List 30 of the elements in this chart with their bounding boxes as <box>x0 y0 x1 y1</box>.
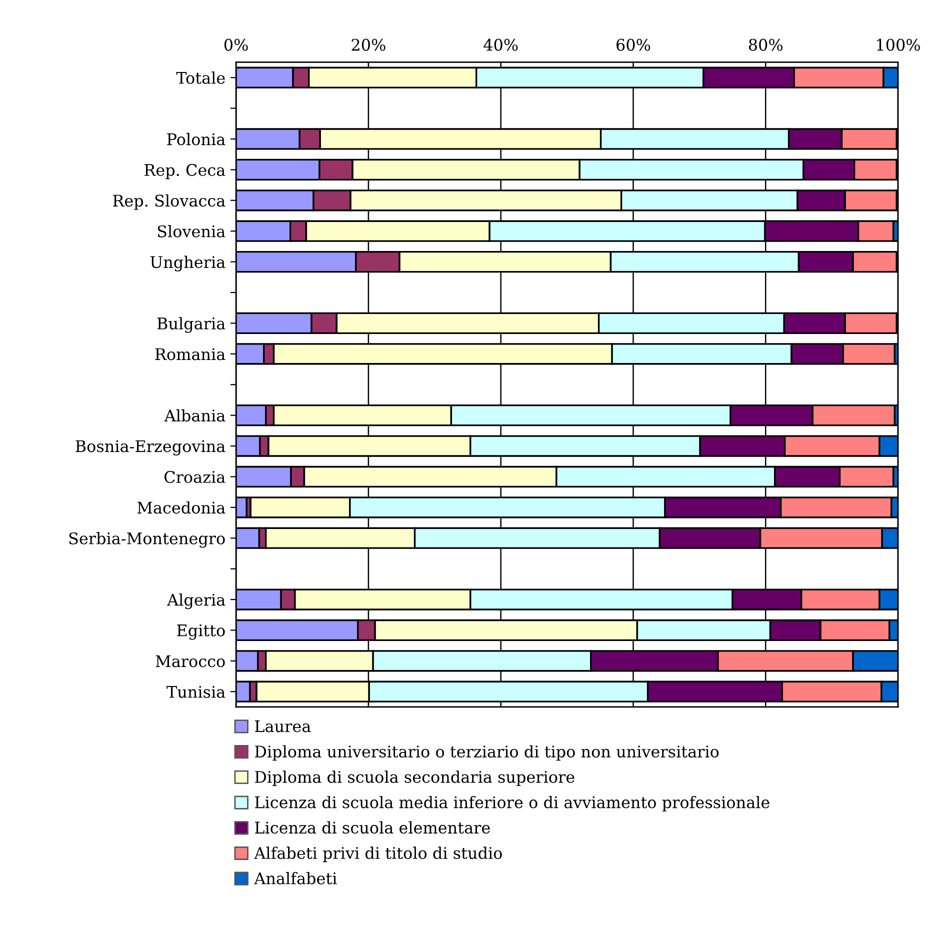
x-tick-label: 60% <box>616 38 650 51</box>
y-tick-label: Totale <box>176 72 225 84</box>
x-tick-label: 100% <box>877 38 920 51</box>
y-tick-label: Serbia-Montenegro <box>69 532 225 548</box>
legend-label: Analfabeti <box>254 872 337 884</box>
y-tick-label: Tunisia <box>166 686 226 698</box>
x-tick-label: 0% <box>224 38 248 51</box>
y-tick-label: Polonia <box>167 132 226 146</box>
x-tick-label: 20% <box>352 38 386 51</box>
legend-label: Laurea <box>255 720 311 732</box>
legend-label: Licenza di scuola media inferiore o di avviamento professionale <box>255 796 770 812</box>
y-tick-label: Romania <box>155 348 226 360</box>
y-tick-label: Croazia <box>164 470 226 484</box>
x-tick-label: 80% <box>748 38 782 51</box>
y-tick-label: Rep. Ceca <box>144 164 226 180</box>
y-tick-label: Bulgaria <box>157 317 226 333</box>
y-tick-label: Slovenia <box>158 225 226 238</box>
y-tick-label: Macedonia <box>137 501 226 514</box>
y-tick-label: Albania <box>164 409 226 422</box>
y-tick-label: Algeria <box>166 593 226 610</box>
y-tick-label: Egitto <box>177 624 225 640</box>
y-tick-label: Rep. Slovacca <box>113 194 226 210</box>
legend-label: Diploma universitario o terziario di tipo non universitario <box>255 745 719 761</box>
y-tick-label: Bosnia-Erzegovina <box>76 440 226 456</box>
legend-label: Alfabeti privi di titolo di studio <box>254 846 502 862</box>
legend-label: Diploma di scuola secondaria superiore <box>255 770 574 786</box>
y-tick-label: Marocco <box>156 655 225 668</box>
y-tick-label: Ungheria <box>150 256 226 272</box>
legend-label: Licenza di scuola elementare <box>255 821 490 834</box>
x-tick-label: 40% <box>484 38 518 51</box>
